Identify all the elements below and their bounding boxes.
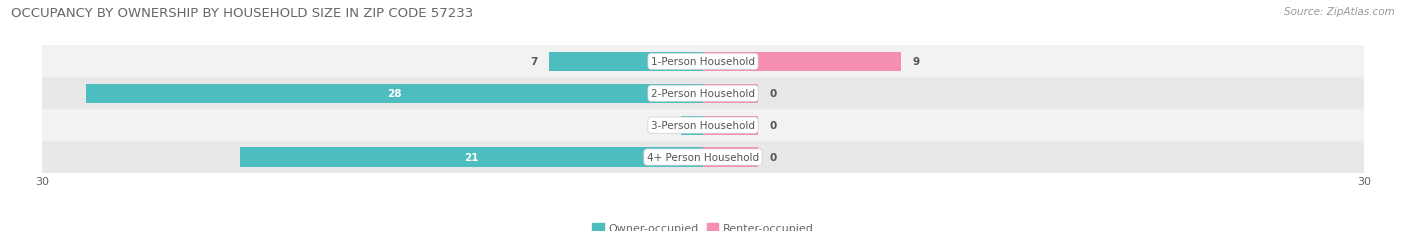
Bar bbox=[703, 116, 758, 135]
Bar bbox=[703, 148, 758, 167]
Bar bbox=[703, 53, 901, 72]
Bar bbox=[240, 148, 703, 167]
Text: 1: 1 bbox=[662, 121, 669, 131]
Text: 9: 9 bbox=[912, 57, 920, 67]
Text: 1-Person Household: 1-Person Household bbox=[651, 57, 755, 67]
Text: 21: 21 bbox=[464, 152, 479, 162]
Bar bbox=[703, 84, 758, 103]
Bar bbox=[681, 116, 703, 135]
Text: 0: 0 bbox=[769, 89, 776, 99]
Bar bbox=[42, 110, 1364, 141]
Text: Source: ZipAtlas.com: Source: ZipAtlas.com bbox=[1284, 7, 1395, 17]
Bar bbox=[548, 53, 703, 72]
Text: 0: 0 bbox=[769, 121, 776, 131]
Text: 3-Person Household: 3-Person Household bbox=[651, 121, 755, 131]
Bar bbox=[42, 46, 1364, 78]
Text: 28: 28 bbox=[388, 89, 402, 99]
Bar bbox=[42, 78, 1364, 110]
Text: 0: 0 bbox=[769, 152, 776, 162]
Text: 4+ Person Household: 4+ Person Household bbox=[647, 152, 759, 162]
Legend: Owner-occupied, Renter-occupied: Owner-occupied, Renter-occupied bbox=[588, 219, 818, 231]
Text: 7: 7 bbox=[530, 57, 537, 67]
Bar bbox=[86, 84, 703, 103]
Bar bbox=[42, 141, 1364, 173]
Text: OCCUPANCY BY OWNERSHIP BY HOUSEHOLD SIZE IN ZIP CODE 57233: OCCUPANCY BY OWNERSHIP BY HOUSEHOLD SIZE… bbox=[11, 7, 474, 20]
Text: 2-Person Household: 2-Person Household bbox=[651, 89, 755, 99]
